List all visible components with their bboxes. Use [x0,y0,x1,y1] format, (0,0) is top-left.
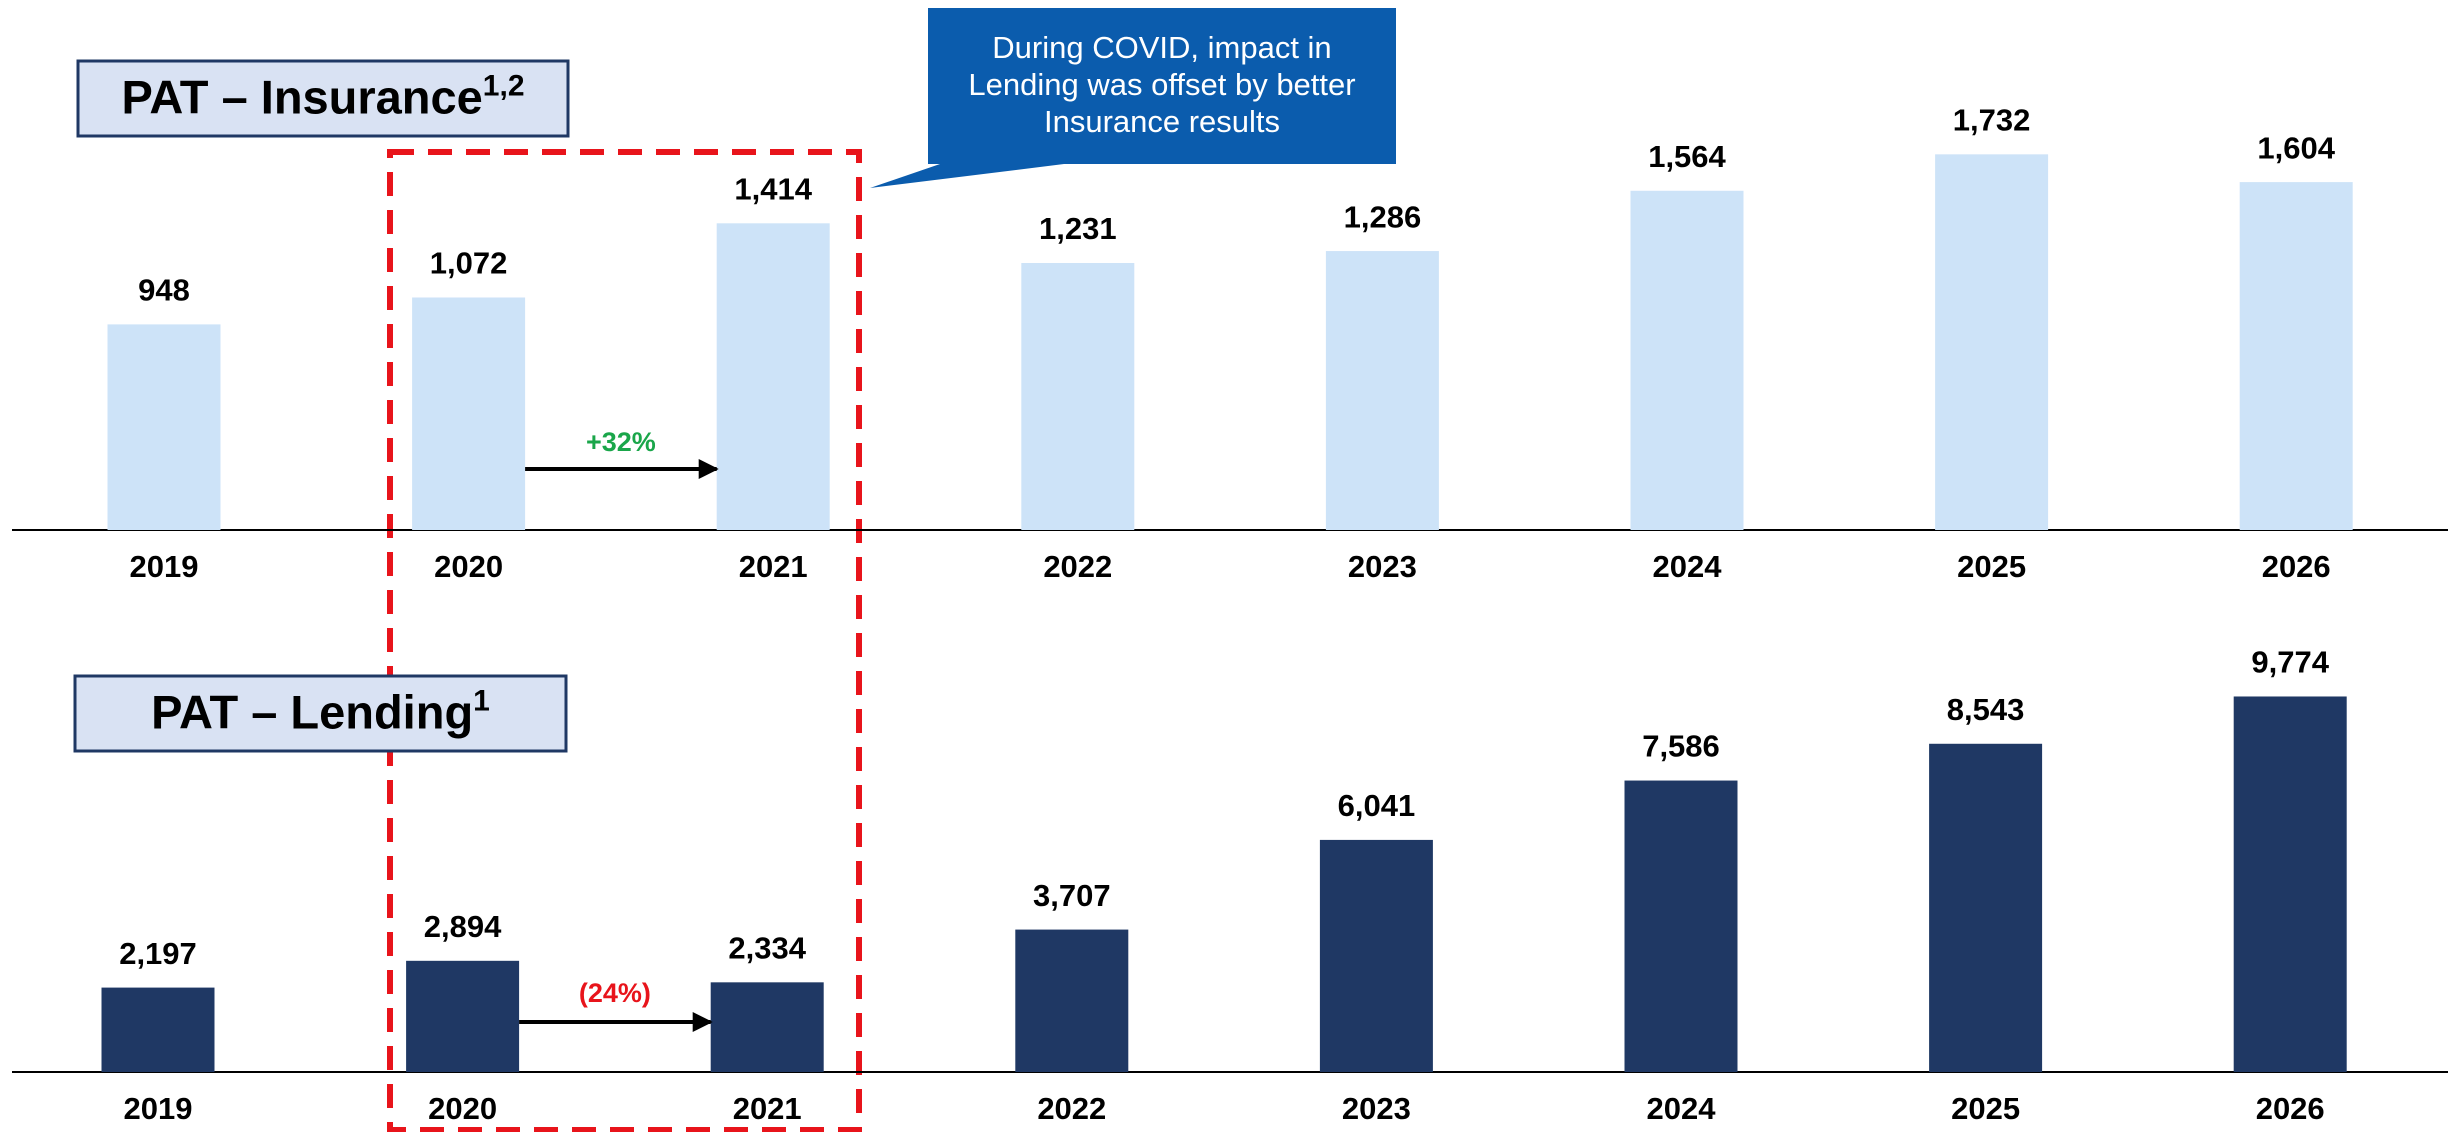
bar [101,987,215,1072]
data-label: 1,732 [1953,103,2031,138]
bar [1929,743,2043,1072]
bar [1021,262,1135,530]
data-label: 1,231 [1039,211,1117,246]
chart-title: PAT – Lending1 [151,684,490,739]
callout-tail [870,164,1064,188]
x-tick-label: 2025 [1951,1091,2020,1126]
title-text: PAT – Insurance [121,71,482,124]
callout-text: Lending was offset by better [968,67,1355,102]
x-tick-label: 2023 [1348,549,1417,584]
bar [710,982,824,1072]
bar [412,297,526,530]
x-tick-label: 2025 [1957,549,2026,584]
x-tick-label: 2019 [124,1091,193,1126]
callout-box [928,8,1396,164]
x-tick-label: 2021 [733,1091,802,1126]
data-label: 1,414 [734,171,812,206]
x-tick-label: 2023 [1342,1091,1411,1126]
title-box [73,674,568,753]
x-tick-label: 2022 [1043,549,1112,584]
data-label: 2,197 [119,936,197,971]
x-tick-label: 2024 [1653,549,1723,584]
title-text: PAT – Lending [151,686,473,739]
bar [107,324,221,530]
x-tick-label: 2021 [739,549,808,584]
data-label: 1,286 [1344,199,1422,234]
data-label: 8,543 [1947,692,2025,727]
data-label: 1,072 [430,246,508,281]
bar [1319,839,1433,1072]
bar [1935,154,2049,530]
bar [1325,251,1439,531]
title-superscript: 1,2 [483,69,525,102]
x-tick-label: 2019 [130,549,199,584]
x-tick-label: 2026 [2256,1091,2325,1126]
growth-label: +32% [586,427,656,457]
bar [2239,182,2353,530]
bar [1630,190,1744,530]
data-label: 7,586 [1642,729,1720,764]
x-tick-label: 2024 [1647,1091,1717,1126]
data-label: 1,604 [2257,130,2335,165]
x-tick-label: 2026 [2262,549,2331,584]
bar [716,223,830,530]
data-label: 3,707 [1033,878,1111,913]
title-superscript: 1 [473,684,490,717]
highlight-box [387,149,862,1132]
bar [1624,780,1738,1072]
callout-text: Insurance results [1044,104,1280,139]
growth-label: (24%) [579,978,651,1008]
callout-text: During COVID, impact in [992,30,1331,65]
x-tick-label: 2022 [1037,1091,1106,1126]
x-tick-label: 2020 [434,549,503,584]
data-label: 948 [138,273,190,308]
data-label: 2,894 [424,909,502,944]
data-label: 1,564 [1648,139,1726,174]
bar [2233,696,2347,1072]
x-tick-label: 2020 [428,1091,497,1126]
data-label: 2,334 [728,931,806,966]
title-box [76,59,570,138]
data-label: 6,041 [1338,788,1416,823]
data-label: 9,774 [2251,645,2329,680]
chart-title: PAT – Insurance1,2 [121,69,524,124]
bar [406,960,520,1072]
bar [1015,929,1129,1072]
